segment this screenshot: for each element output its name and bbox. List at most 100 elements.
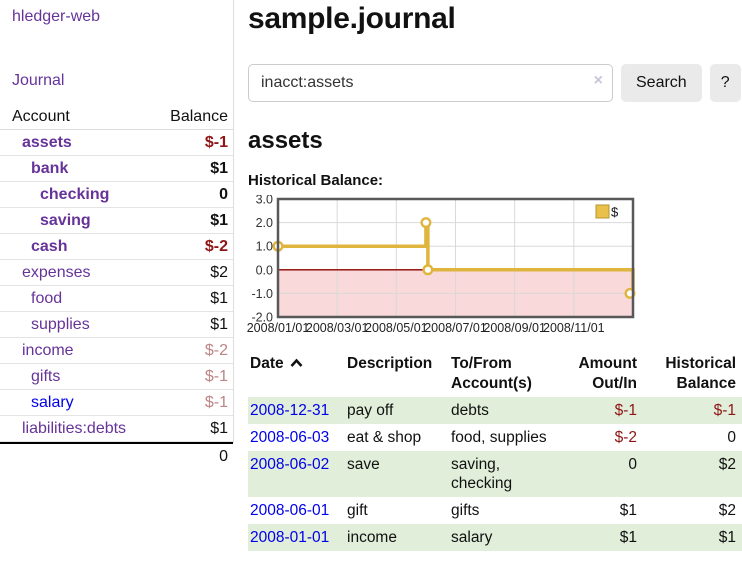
tofrom-cell: debts bbox=[451, 402, 489, 419]
account-balance: $-1 bbox=[204, 394, 228, 411]
account-link[interactable]: liabilities:debts bbox=[22, 420, 127, 437]
y-tick-label: 3.0 bbox=[256, 195, 273, 207]
legend-label: $ bbox=[611, 205, 619, 220]
account-link[interactable]: assets bbox=[22, 134, 72, 151]
account-link[interactable]: cash bbox=[31, 238, 68, 255]
brand-link[interactable]: hledger-web bbox=[12, 8, 101, 25]
description-cell: pay off bbox=[347, 402, 394, 419]
account-tree-total-row: 0 bbox=[0, 442, 233, 469]
account-link[interactable]: food bbox=[31, 290, 63, 307]
description-cell: save bbox=[347, 456, 380, 473]
account-row: income $-2 bbox=[0, 338, 233, 364]
chevron-up-icon bbox=[290, 358, 303, 367]
tofrom-cell: gifts bbox=[451, 502, 480, 519]
tofrom-cell: salary bbox=[451, 529, 493, 546]
account-row: salary $-1 bbox=[0, 390, 233, 416]
section-title: assets bbox=[248, 127, 323, 154]
x-tick-label: 2008/11/01 bbox=[543, 321, 605, 335]
account-balance: 0 bbox=[219, 186, 228, 203]
transaction-date-link[interactable]: 2008-06-03 bbox=[250, 429, 330, 446]
date-cell: 2008-06-02 bbox=[248, 451, 345, 497]
balance-column-header: Balance bbox=[170, 108, 228, 125]
transaction-date-link[interactable]: 2008-01-01 bbox=[250, 529, 330, 546]
balance-cell: $1 bbox=[718, 529, 736, 546]
chart-border bbox=[276, 197, 635, 319]
sort-by-date-link[interactable]: Date bbox=[250, 355, 303, 372]
account-link[interactable]: expenses bbox=[22, 264, 91, 281]
account-balance: $2 bbox=[210, 264, 228, 281]
account-balance: $-2 bbox=[204, 238, 228, 255]
legend-swatch bbox=[595, 204, 610, 219]
main-content: sample.journal × Search ? assets Histori… bbox=[247, 0, 742, 551]
register-header-row: Date Description To/From Account(s) Amou… bbox=[248, 352, 742, 397]
description-cell: income bbox=[347, 529, 397, 546]
x-tick-label: 2008/09/01 bbox=[483, 321, 546, 335]
balance-cell: 0 bbox=[727, 429, 736, 446]
x-tick-label: 2008/03/01 bbox=[306, 321, 369, 335]
register-row[interactable]: 2008-12-31 pay off debts $-1 $-1 bbox=[248, 397, 742, 424]
account-row: liabilities:debts $1 bbox=[0, 416, 233, 442]
data-point-marker bbox=[420, 217, 432, 229]
amount-cell: $-1 bbox=[614, 402, 637, 419]
amount-cell: $-2 bbox=[614, 429, 637, 446]
date-cell: 2008-06-03 bbox=[248, 424, 345, 451]
help-button[interactable]: ? bbox=[709, 64, 741, 102]
x-tick-label: 2008/05/01 bbox=[365, 321, 428, 335]
register-row[interactable]: 2008-06-03 eat & shop food, supplies $-2 0 bbox=[248, 424, 742, 451]
register-row[interactable]: 2008-06-01 gift gifts $1 $2 bbox=[248, 497, 742, 524]
register-row[interactable]: 2008-06-02 save saving, checking 0 $2 bbox=[248, 451, 742, 497]
search-form: × Search ? bbox=[248, 64, 742, 102]
date-cell: 2008-12-31 bbox=[248, 397, 345, 424]
account-row: assets $-1 bbox=[0, 130, 233, 156]
account-row: food $1 bbox=[0, 286, 233, 312]
account-link[interactable]: bank bbox=[31, 160, 69, 177]
column-header-amount: Amount Out/In bbox=[578, 355, 637, 392]
account-row: saving $1 bbox=[0, 208, 233, 234]
historical-balance-chart: $3.0 2.0 1.0 0.0 -1.0 -2.02008/01/012008/03/0… bbox=[247, 195, 636, 335]
account-link[interactable]: checking bbox=[40, 186, 110, 203]
search-input[interactable] bbox=[248, 64, 613, 102]
account-tree-header: Account Balance bbox=[0, 104, 233, 130]
sidebar-item-journal[interactable]: Journal bbox=[12, 72, 65, 89]
y-tick-label: 2.0 bbox=[256, 216, 273, 230]
transaction-date-link[interactable]: 2008-06-02 bbox=[250, 456, 330, 473]
search-button[interactable]: Search bbox=[621, 64, 702, 102]
column-header-date[interactable]: Date bbox=[248, 352, 345, 397]
column-header-balance: Historical Balance bbox=[665, 355, 736, 392]
balance-cell: $2 bbox=[718, 502, 736, 519]
x-tick-label: 2008/01/01 bbox=[247, 321, 310, 335]
account-link[interactable]: income bbox=[22, 342, 74, 359]
sidebar: hledger-web Journal Account Balance asse… bbox=[0, 0, 234, 465]
account-row: supplies $1 bbox=[0, 312, 233, 338]
account-link[interactable]: salary bbox=[31, 394, 74, 411]
date-cell: 2008-06-01 bbox=[248, 497, 345, 524]
transaction-date-link[interactable]: 2008-12-31 bbox=[250, 402, 330, 419]
account-link[interactable]: gifts bbox=[31, 368, 61, 385]
search-input-wrap: × bbox=[248, 64, 613, 102]
account-row: cash $-2 bbox=[0, 234, 233, 260]
data-point-marker bbox=[422, 264, 434, 276]
account-link[interactable]: saving bbox=[40, 212, 91, 229]
clear-search-icon[interactable]: × bbox=[593, 72, 603, 89]
register-table: Date Description To/From Account(s) Amou… bbox=[248, 352, 742, 551]
account-balance: $1 bbox=[210, 420, 228, 437]
account-balance: $1 bbox=[210, 160, 228, 177]
amount-cell: $1 bbox=[619, 502, 637, 519]
column-header-description: Description bbox=[347, 355, 433, 372]
transaction-date-link[interactable]: 2008-06-01 bbox=[250, 502, 330, 519]
register-row[interactable]: 2008-01-01 income salary $1 $1 bbox=[248, 524, 742, 551]
date-cell: 2008-01-01 bbox=[248, 524, 345, 551]
account-balance: $1 bbox=[210, 290, 228, 307]
account-balance: $-2 bbox=[204, 342, 228, 359]
account-balance: $1 bbox=[210, 212, 228, 229]
chart-label: Historical Balance: bbox=[248, 172, 384, 189]
total-balance: 0 bbox=[219, 448, 228, 465]
amount-cell: $1 bbox=[619, 529, 637, 546]
account-balance: $1 bbox=[210, 316, 228, 333]
y-tick-label: -1.0 bbox=[251, 287, 273, 301]
account-row: gifts $-1 bbox=[0, 364, 233, 390]
account-row: bank $1 bbox=[0, 156, 233, 182]
y-tick-label: 0.0 bbox=[256, 263, 273, 277]
account-link[interactable]: supplies bbox=[31, 316, 90, 333]
column-header-tofrom: To/From Account(s) bbox=[451, 355, 532, 392]
